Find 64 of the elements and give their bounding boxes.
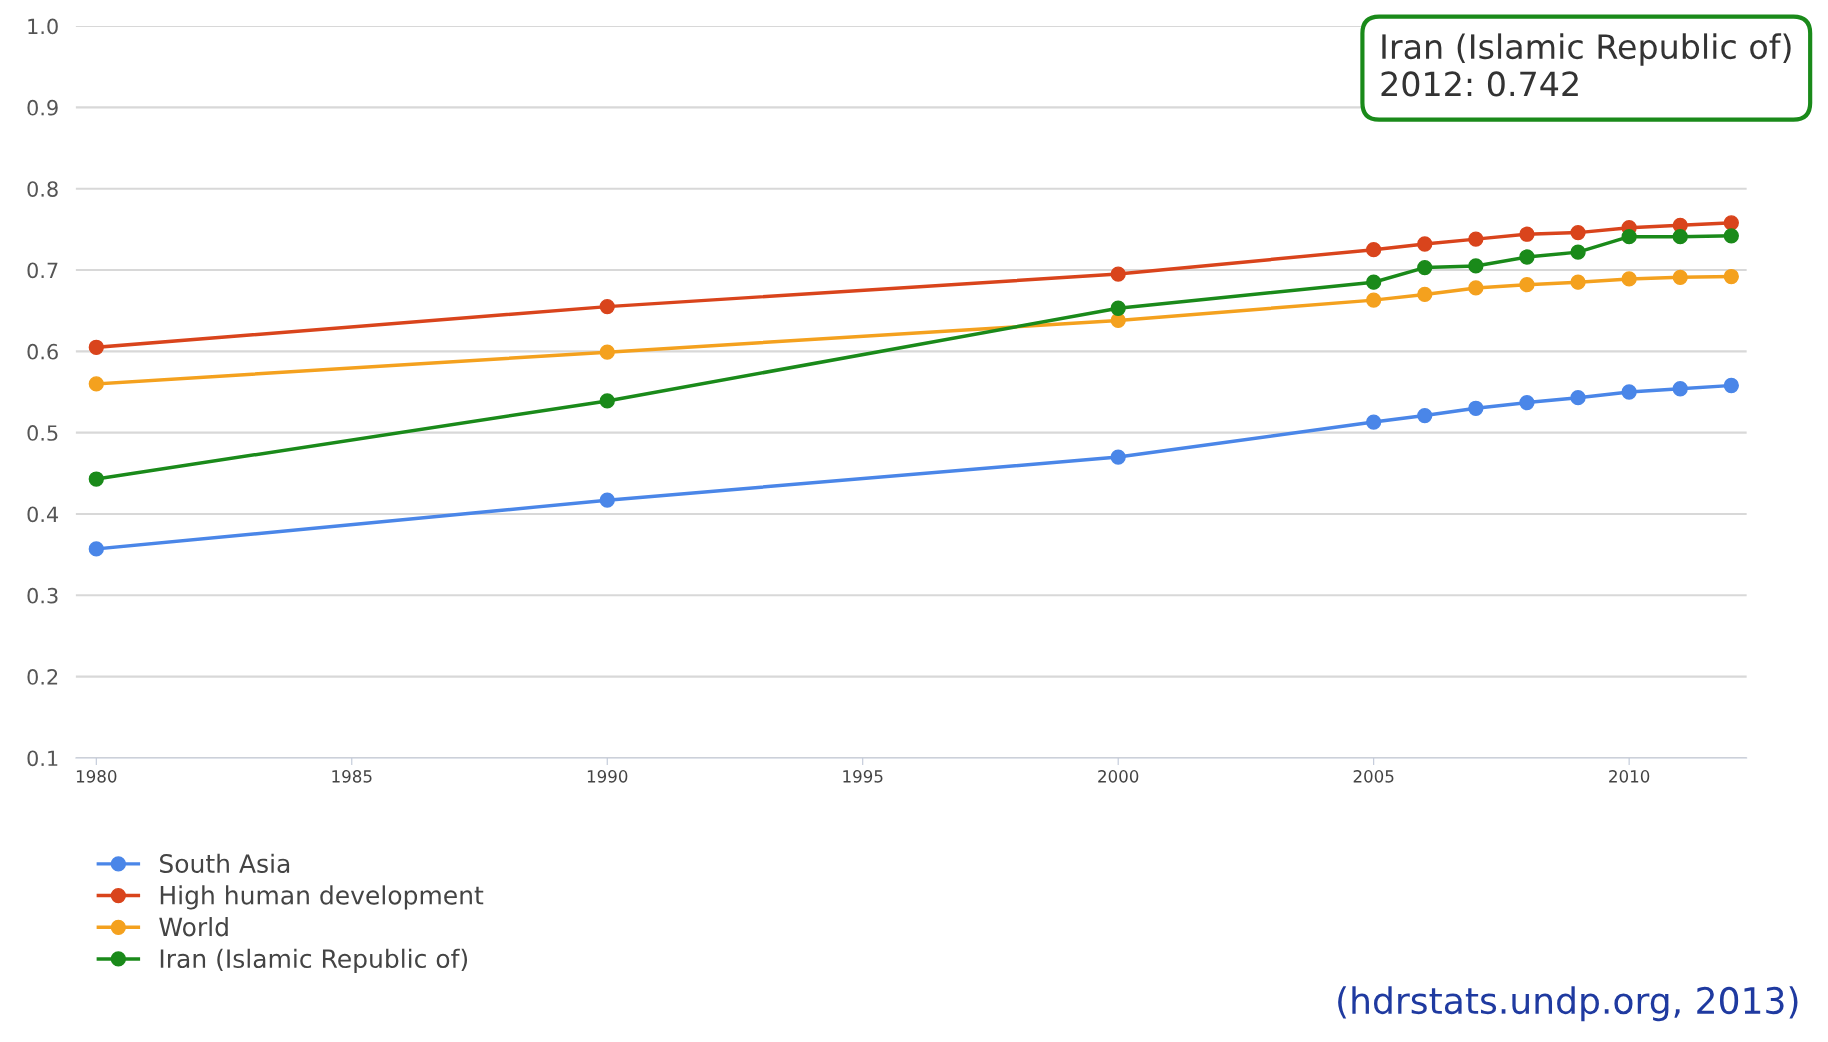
- point: [1723, 228, 1739, 244]
- point: [1468, 280, 1484, 296]
- text: (hdrstats.undp.org, 2013): [1338, 986, 1798, 1022]
- x-tick-label: 1980: [76, 770, 117, 783]
- point: [1366, 414, 1382, 430]
- point: [1672, 229, 1688, 245]
- point: [1110, 300, 1126, 316]
- y-tick-label: 0.2: [27, 669, 58, 685]
- point: [1366, 242, 1382, 258]
- point: [599, 344, 615, 360]
- point: [1723, 268, 1739, 285]
- point: [88, 339, 104, 355]
- point: [1110, 266, 1126, 282]
- y-tick-label: 0.3: [27, 587, 58, 604]
- point: [1723, 215, 1739, 231]
- y-tick-label: 0.8: [27, 181, 58, 197]
- point: [1468, 258, 1484, 274]
- point: [1621, 271, 1637, 287]
- y-tick-label: 0.7: [27, 262, 58, 279]
- point: [88, 541, 104, 557]
- y-tick-label: 0.4: [27, 506, 59, 523]
- point: [1570, 274, 1586, 290]
- annotation: Iran (Islamic Republic of) 2012: 0.742: [1381, 33, 1791, 97]
- x-tick-label: 2000: [1098, 770, 1139, 783]
- y-tick-label: 0.1: [27, 750, 58, 767]
- point: [1519, 226, 1535, 242]
- point: [88, 376, 104, 392]
- x-tick-label: 1990: [587, 770, 628, 783]
- point: [1570, 390, 1586, 406]
- point: [1468, 400, 1484, 416]
- point: [1519, 277, 1535, 293]
- x-tick-label: 1995: [843, 770, 883, 783]
- x-tick-label: 2010: [1609, 770, 1650, 783]
- legend-label: South Asia: [160, 853, 290, 873]
- point: [599, 393, 615, 409]
- point: [599, 298, 615, 315]
- point: [1723, 377, 1739, 394]
- point: [1417, 407, 1433, 424]
- point: [1672, 269, 1688, 285]
- point: [1366, 292, 1382, 308]
- point: [1621, 384, 1637, 400]
- x-tick-label: 2005: [1353, 770, 1394, 783]
- point: [1519, 249, 1535, 265]
- point: [1570, 224, 1586, 241]
- y-tick-label: 0.6: [27, 343, 58, 360]
- point: [88, 471, 104, 487]
- point: [1672, 381, 1688, 397]
- point: [1570, 244, 1586, 260]
- legend-label: Iran (Islamic Republic of): [160, 948, 468, 973]
- legend-label: World: [159, 917, 228, 937]
- y-tick-label: 0.9: [27, 99, 58, 116]
- point: [1366, 274, 1382, 290]
- point: [1468, 231, 1484, 247]
- point: [1519, 394, 1535, 411]
- point: [599, 492, 615, 508]
- legend-label: High human development: [160, 885, 484, 910]
- point: [1417, 236, 1433, 252]
- point: [1417, 286, 1433, 303]
- y-tick-label: 1.0: [28, 18, 58, 35]
- point: [1417, 259, 1433, 276]
- x-tick-label: 1985: [332, 770, 372, 783]
- point: [1110, 449, 1126, 465]
- y-tick-label: 0.5: [27, 425, 58, 441]
- point: [1621, 229, 1637, 245]
